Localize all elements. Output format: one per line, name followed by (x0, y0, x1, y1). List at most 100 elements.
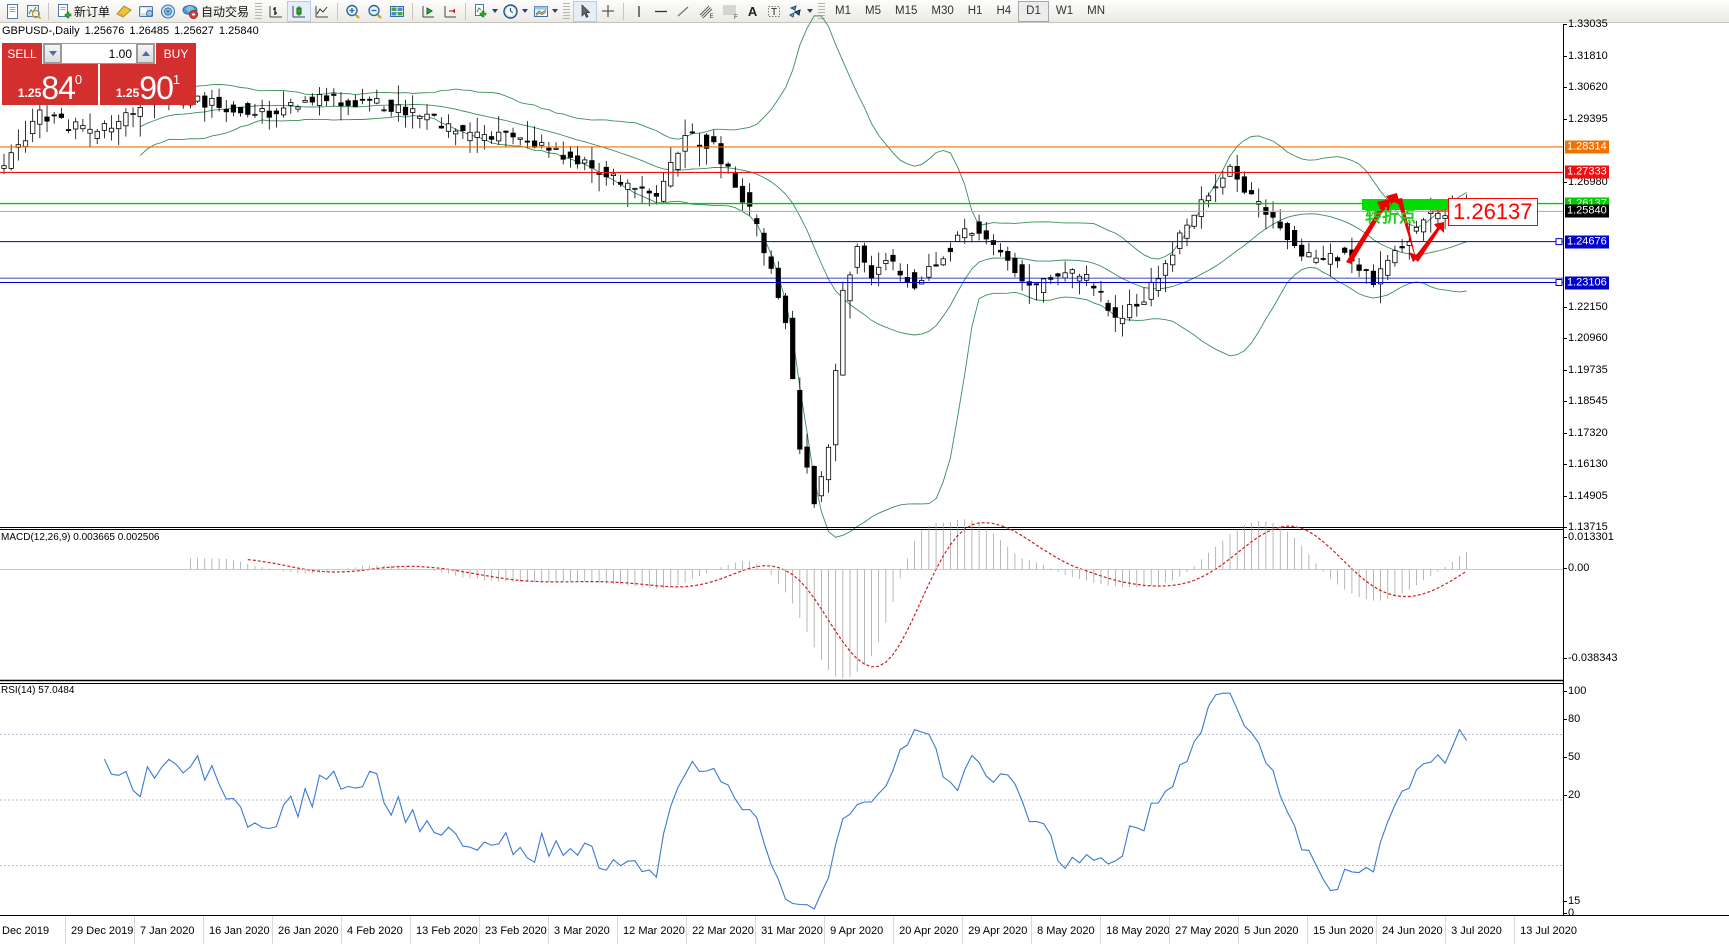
time-separator (824, 916, 826, 944)
price-tag[interactable]: 1.23106 (1565, 276, 1609, 289)
trendline-icon[interactable] (672, 1, 694, 22)
vertical-line-icon[interactable] (628, 1, 650, 22)
time-label: 23 Feb 2020 (485, 925, 547, 937)
equidistant-channel-icon[interactable]: E (694, 1, 718, 22)
toolbar-separator (48, 2, 49, 20)
chevron-down-icon-2[interactable] (522, 9, 529, 13)
templates-icon[interactable] (530, 1, 560, 22)
sell-price-display[interactable]: 1.25 84 0 (2, 64, 98, 105)
new-chart-icon[interactable] (2, 1, 23, 22)
timeframe-m15[interactable]: M15 (895, 5, 918, 17)
chevron-down-icon-3[interactable] (552, 9, 559, 13)
toolbar-grip-3[interactable] (818, 2, 826, 20)
time-separator (1514, 916, 1516, 944)
metaeditor-icon[interactable] (113, 1, 135, 22)
volume-value[interactable]: 1.00 (61, 44, 137, 63)
time-separator (479, 916, 481, 944)
zoom-in-icon[interactable] (342, 1, 364, 22)
price-tag[interactable]: 1.27333 (1565, 165, 1609, 179)
candlestick-chart-icon[interactable] (287, 0, 312, 22)
price-tick: 1.18545 (1564, 395, 1608, 408)
time-separator (272, 916, 274, 944)
text-label-icon[interactable]: T (763, 1, 785, 22)
market-watch-icon[interactable] (386, 1, 408, 22)
cursor-icon[interactable] (573, 0, 598, 22)
rsi-indicator-label: RSI(14) 57.0484 (1, 685, 75, 696)
line-chart-icon[interactable] (311, 1, 333, 22)
timeframe-mn[interactable]: MN (1087, 5, 1105, 17)
price-tick: 1.33035 (1564, 18, 1608, 30)
chevron-down-icon[interactable] (492, 9, 499, 13)
autoscroll-icon[interactable] (417, 1, 439, 22)
time-label: 29 Apr 2020 (968, 925, 1028, 937)
timeframe-h4[interactable]: H4 (996, 5, 1012, 17)
time-separator (1238, 916, 1240, 944)
timeframe-m30[interactable]: M30 (931, 5, 954, 17)
volume-stepper[interactable]: 1.00 (43, 43, 155, 64)
shapes-icon[interactable] (785, 1, 815, 22)
time-label: 5 Jun 2020 (1244, 925, 1299, 937)
symbol-name: GBPUSD-,Daily (2, 25, 80, 37)
toolbar-grip-2[interactable] (563, 2, 571, 20)
timeframe-w1[interactable]: W1 (1055, 5, 1074, 17)
time-label: 18 May 2020 (1106, 925, 1170, 937)
time-separator (410, 916, 412, 944)
autotrading-globe-icon[interactable] (157, 1, 179, 22)
price-tag[interactable]: 1.25840 (1565, 204, 1609, 218)
timeframe-d1[interactable]: D1 (1018, 0, 1049, 22)
autotrading-label: 自动交易 (201, 4, 250, 19)
zoom-out-icon[interactable] (364, 1, 386, 22)
time-separator (548, 916, 550, 944)
autotrading-button[interactable]: 自动交易 (179, 1, 252, 22)
chevron-down-icon-4[interactable] (807, 9, 814, 13)
time-label: 12 Mar 2020 (623, 925, 685, 937)
timeframe-m5[interactable]: M5 (865, 5, 881, 17)
horizontal-line-icon[interactable] (650, 1, 672, 22)
sell-button[interactable]: SELL (2, 43, 42, 64)
price-tick: 1.20960 (1564, 332, 1608, 345)
buy-price-sup: 1 (172, 72, 181, 87)
one-click-trading-panel[interactable]: SELL 1.00 BUY 1.25 84 0 1.25 90 1 (2, 43, 196, 105)
time-separator (134, 916, 135, 944)
rsi-indicator (0, 679, 1563, 910)
indicators-icon[interactable] (470, 1, 500, 22)
chart-shift-icon[interactable] (439, 1, 461, 22)
macd-tick: 0.013301 (1564, 531, 1614, 543)
time-separator (962, 916, 964, 944)
time-separator (1031, 916, 1033, 944)
time-label: 13 Jul 2020 (1520, 925, 1578, 937)
time-axis[interactable]: Dec 2019 29 Dec 2019 7 Jan 2020 16 Jan 2020… (0, 915, 1729, 944)
price-tick: 1.31810 (1564, 49, 1608, 62)
periods-clock-icon[interactable] (500, 1, 530, 22)
rsi-tick: 0 (1563, 907, 1575, 919)
time-separator (1169, 916, 1171, 944)
volume-increase-button[interactable] (137, 44, 154, 63)
new-order-button[interactable]: 新订单 (53, 1, 113, 22)
time-separator (341, 916, 343, 944)
bollinger-bands (139, 15, 1467, 538)
buy-button[interactable]: BUY (156, 43, 196, 64)
timeframe-h1[interactable]: H1 (967, 5, 983, 17)
sell-price-prefix: 1.25 (17, 86, 42, 100)
price-tag[interactable]: 1.28314 (1565, 140, 1609, 154)
timeframe-m1[interactable]: M1 (835, 5, 852, 17)
volume-decrease-button[interactable] (44, 44, 61, 63)
terminal-icon[interactable] (135, 1, 157, 22)
text-icon[interactable]: A (742, 1, 763, 22)
price-tag[interactable]: 1.24676 (1565, 235, 1609, 249)
fibonacci-icon[interactable]: F (718, 1, 742, 22)
toolbar-grip[interactable] (255, 2, 263, 20)
crosshair-icon[interactable] (597, 1, 619, 22)
macd-tick: 0.00 (1563, 562, 1590, 574)
toolbar-separator-5 (623, 2, 625, 20)
time-separator (65, 916, 66, 944)
bar-chart-icon[interactable] (265, 1, 287, 22)
buy-price-display[interactable]: 1.25 90 1 (98, 64, 196, 105)
time-label: 9 Apr 2020 (830, 925, 884, 937)
price-tick: 1.17320 (1564, 427, 1608, 440)
chart-profile-icon[interactable] (23, 1, 44, 22)
time-separator (1445, 916, 1447, 944)
time-separator (893, 916, 895, 944)
time-label: Dec 2019 (2, 925, 50, 937)
